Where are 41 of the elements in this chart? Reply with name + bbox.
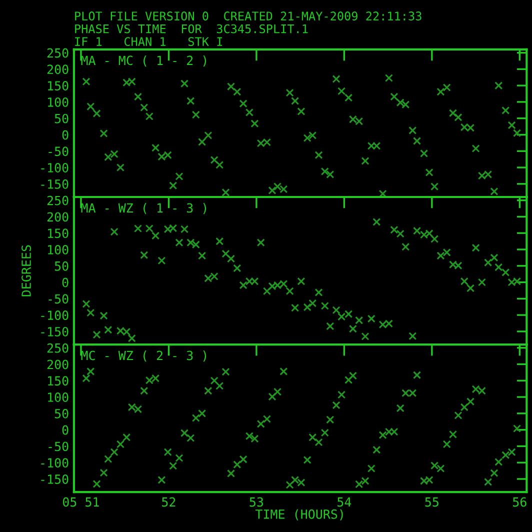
y-tick-label: 0 <box>62 278 68 288</box>
y-tick-label: 250 <box>47 48 68 58</box>
y-tick-label: 100 <box>48 244 68 254</box>
y-tick-label: 250 <box>47 343 68 353</box>
y-tick-label: 0 <box>62 130 68 140</box>
y-tick-label: 100 <box>48 97 68 107</box>
y-tick-label: -150 <box>41 179 68 189</box>
y-tick-label: 50 <box>54 114 68 124</box>
text: PLOT FILE VERSION 0 CREATED 21-MAY-2009 22:11:33 <box>75 12 422 20</box>
y-tick-label: -50 <box>48 294 68 304</box>
y-tick-label: 50 <box>54 261 68 271</box>
chart-title: MC - WZ ( 2 - 3 ) <box>81 350 206 362</box>
y-axis-title: DEGREES <box>22 245 32 296</box>
text: PHASE VS TIME FOR 3C345.SPLIT.1 <box>75 24 308 34</box>
y-tick-label: 200 <box>47 64 68 74</box>
y-tick-label: 200 <box>47 212 68 222</box>
x-tick-label: 52 <box>162 497 176 507</box>
x-tick-label: 55 <box>425 497 438 507</box>
y-tick-label: -50 <box>48 442 68 452</box>
x-axis-title: TIME (HOURS) <box>255 509 343 520</box>
y-tick-label: 250 <box>47 196 68 206</box>
y-tick-label: -150 <box>41 474 68 484</box>
y-tick-label: -50 <box>48 146 68 156</box>
x-tick-label: 53 <box>250 497 264 507</box>
y-tick-label: 50 <box>54 408 68 418</box>
y-tick-label: 0 <box>62 425 68 435</box>
y-tick-label: 150 <box>48 81 68 90</box>
chart-title: MA - WZ ( 1 - 3 ) <box>81 203 206 214</box>
text: IF 1 CHAN 1 STK I <box>75 37 222 46</box>
y-tick-label: 100 <box>48 392 68 402</box>
y-tick-label: -100 <box>41 310 68 320</box>
y-tick-label: 150 <box>48 376 68 386</box>
x-tick-label: 56 <box>513 497 526 507</box>
chart-title: MA - MC ( 1 - 2 ) <box>81 55 206 67</box>
y-tick-label: -100 <box>41 163 68 172</box>
x-tick-label: 05 51 <box>62 497 99 507</box>
x-tick-label: 54 <box>338 497 352 507</box>
y-tick-label: -100 <box>41 458 68 468</box>
y-tick-label: 200 <box>47 360 68 370</box>
y-tick-label: -150 <box>41 326 68 336</box>
y-tick-label: 150 <box>48 228 68 238</box>
